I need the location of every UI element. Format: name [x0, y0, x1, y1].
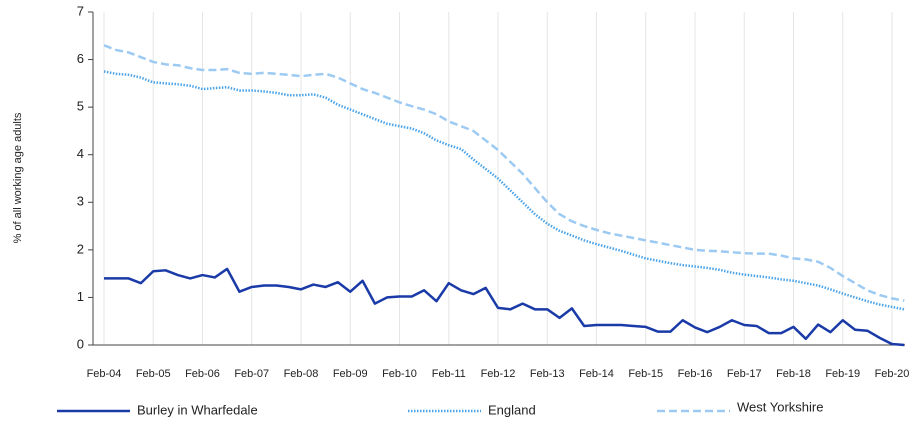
- x-tick-label: Feb-10: [382, 368, 417, 380]
- x-tick-label: Feb-11: [432, 368, 466, 380]
- x-tick-label: Feb-15: [628, 368, 663, 380]
- series-line: [104, 267, 905, 347]
- y-tick-label: 4: [77, 146, 84, 161]
- y-tick-label: 0: [77, 336, 84, 351]
- x-tick-label: Feb-13: [530, 368, 565, 380]
- x-tick-label: Feb-05: [136, 368, 171, 380]
- y-axis-label: % of all working age adults: [12, 112, 24, 243]
- x-tick-label: Feb-17: [727, 368, 762, 380]
- legend-label: Burley in Wharfedale: [137, 402, 258, 417]
- y-tick-label: 6: [77, 51, 84, 66]
- y-tick-label: 3: [77, 194, 84, 209]
- x-tick-label: Feb-18: [776, 368, 811, 380]
- y-tick-label: 1: [77, 289, 84, 304]
- x-tick-label: Feb-09: [333, 368, 368, 380]
- series-line: [103, 44, 905, 302]
- x-tick-label: Feb-12: [481, 368, 516, 380]
- y-tick-label: 7: [77, 3, 84, 18]
- series-line: [103, 70, 905, 311]
- legend-label: West Yorkshire: [737, 399, 823, 414]
- x-tick-label: Feb-16: [678, 368, 713, 380]
- x-tick-label: Feb-04: [87, 368, 122, 380]
- x-tick-label: Feb-20: [875, 368, 910, 380]
- y-tick-label: 5: [77, 99, 84, 114]
- y-tick-label: 2: [77, 241, 84, 256]
- x-tick-label: Feb-08: [284, 368, 319, 380]
- x-tick-label: Feb-06: [185, 368, 220, 380]
- x-tick-label: Feb-19: [825, 368, 860, 380]
- x-tick-label: Feb-07: [234, 368, 269, 380]
- legend-label: England: [488, 402, 536, 417]
- x-tick-label: Feb-14: [579, 368, 614, 380]
